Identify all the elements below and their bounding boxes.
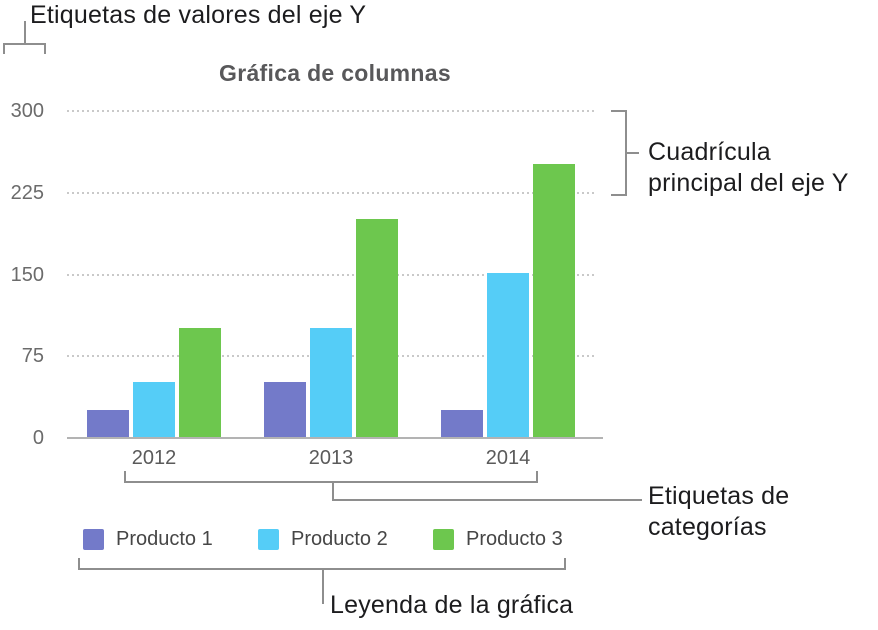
category-label-2013: 2013 [308,447,354,469]
annotation-y-major-gridlines: Cuadrícula principal del eje Y [648,137,849,199]
callout-line [124,471,126,483]
callout-line [78,558,80,570]
bar-producto-1-2014 [441,410,483,437]
annotation-chart-legend: Leyenda de la gráfica [330,591,574,619]
callout-line [564,558,566,570]
legend-label-3: Producto 3 [466,528,563,550]
callout-line [24,21,26,45]
annotation-line: Cuadrícula [648,138,771,166]
callout-line [611,110,627,112]
bar-producto-3-2012 [179,328,221,437]
bar-producto-3-2013 [356,219,398,437]
y-gridline [67,110,597,112]
y-tick-label: 300 [10,100,44,122]
category-label-2012: 2012 [131,447,177,469]
y-tick-label: 75 [21,345,44,368]
chart-title: Gráfica de columnas [219,60,451,86]
y-tick-label: 150 [10,263,44,286]
callout-line [3,43,5,54]
callout-bracket [124,481,538,483]
legend-swatch-1 [83,529,104,550]
y-tick-label: 225 [10,181,44,204]
callout-line [3,43,46,45]
callout-line [625,152,639,154]
legend-swatch-3 [433,529,454,550]
callout-line [332,499,642,501]
bar-producto-2-2012 [133,382,175,437]
callout-line [536,471,538,483]
y-gridline [67,273,597,276]
annotation-line: principal del eje Y [648,169,849,197]
y-tick-label: 0 [32,427,44,449]
callout-line [611,194,627,196]
bar-producto-1-2012 [87,410,129,437]
category-label-2014: 2014 [485,447,531,469]
callout-line [44,43,46,54]
callout-line [332,481,334,501]
bar-producto-1-2013 [264,382,306,437]
bar-producto-2-2014 [487,273,529,437]
annotation-line: categorías [648,513,767,541]
legend-label-2: Producto 2 [291,528,388,550]
legend-swatch-2 [258,529,279,550]
bar-producto-3-2014 [533,164,575,437]
annotation-line: Etiquetas de [648,482,790,510]
bar-producto-2-2013 [310,328,352,437]
annotation-category-labels: Etiquetas de categorías [648,481,789,543]
x-axis-line [67,437,603,439]
legend-label-1: Producto 1 [116,528,213,550]
annotation-y-value-labels: Etiquetas de valores del eje Y [30,1,367,29]
y-gridline [67,191,597,194]
callout-line [322,568,324,604]
